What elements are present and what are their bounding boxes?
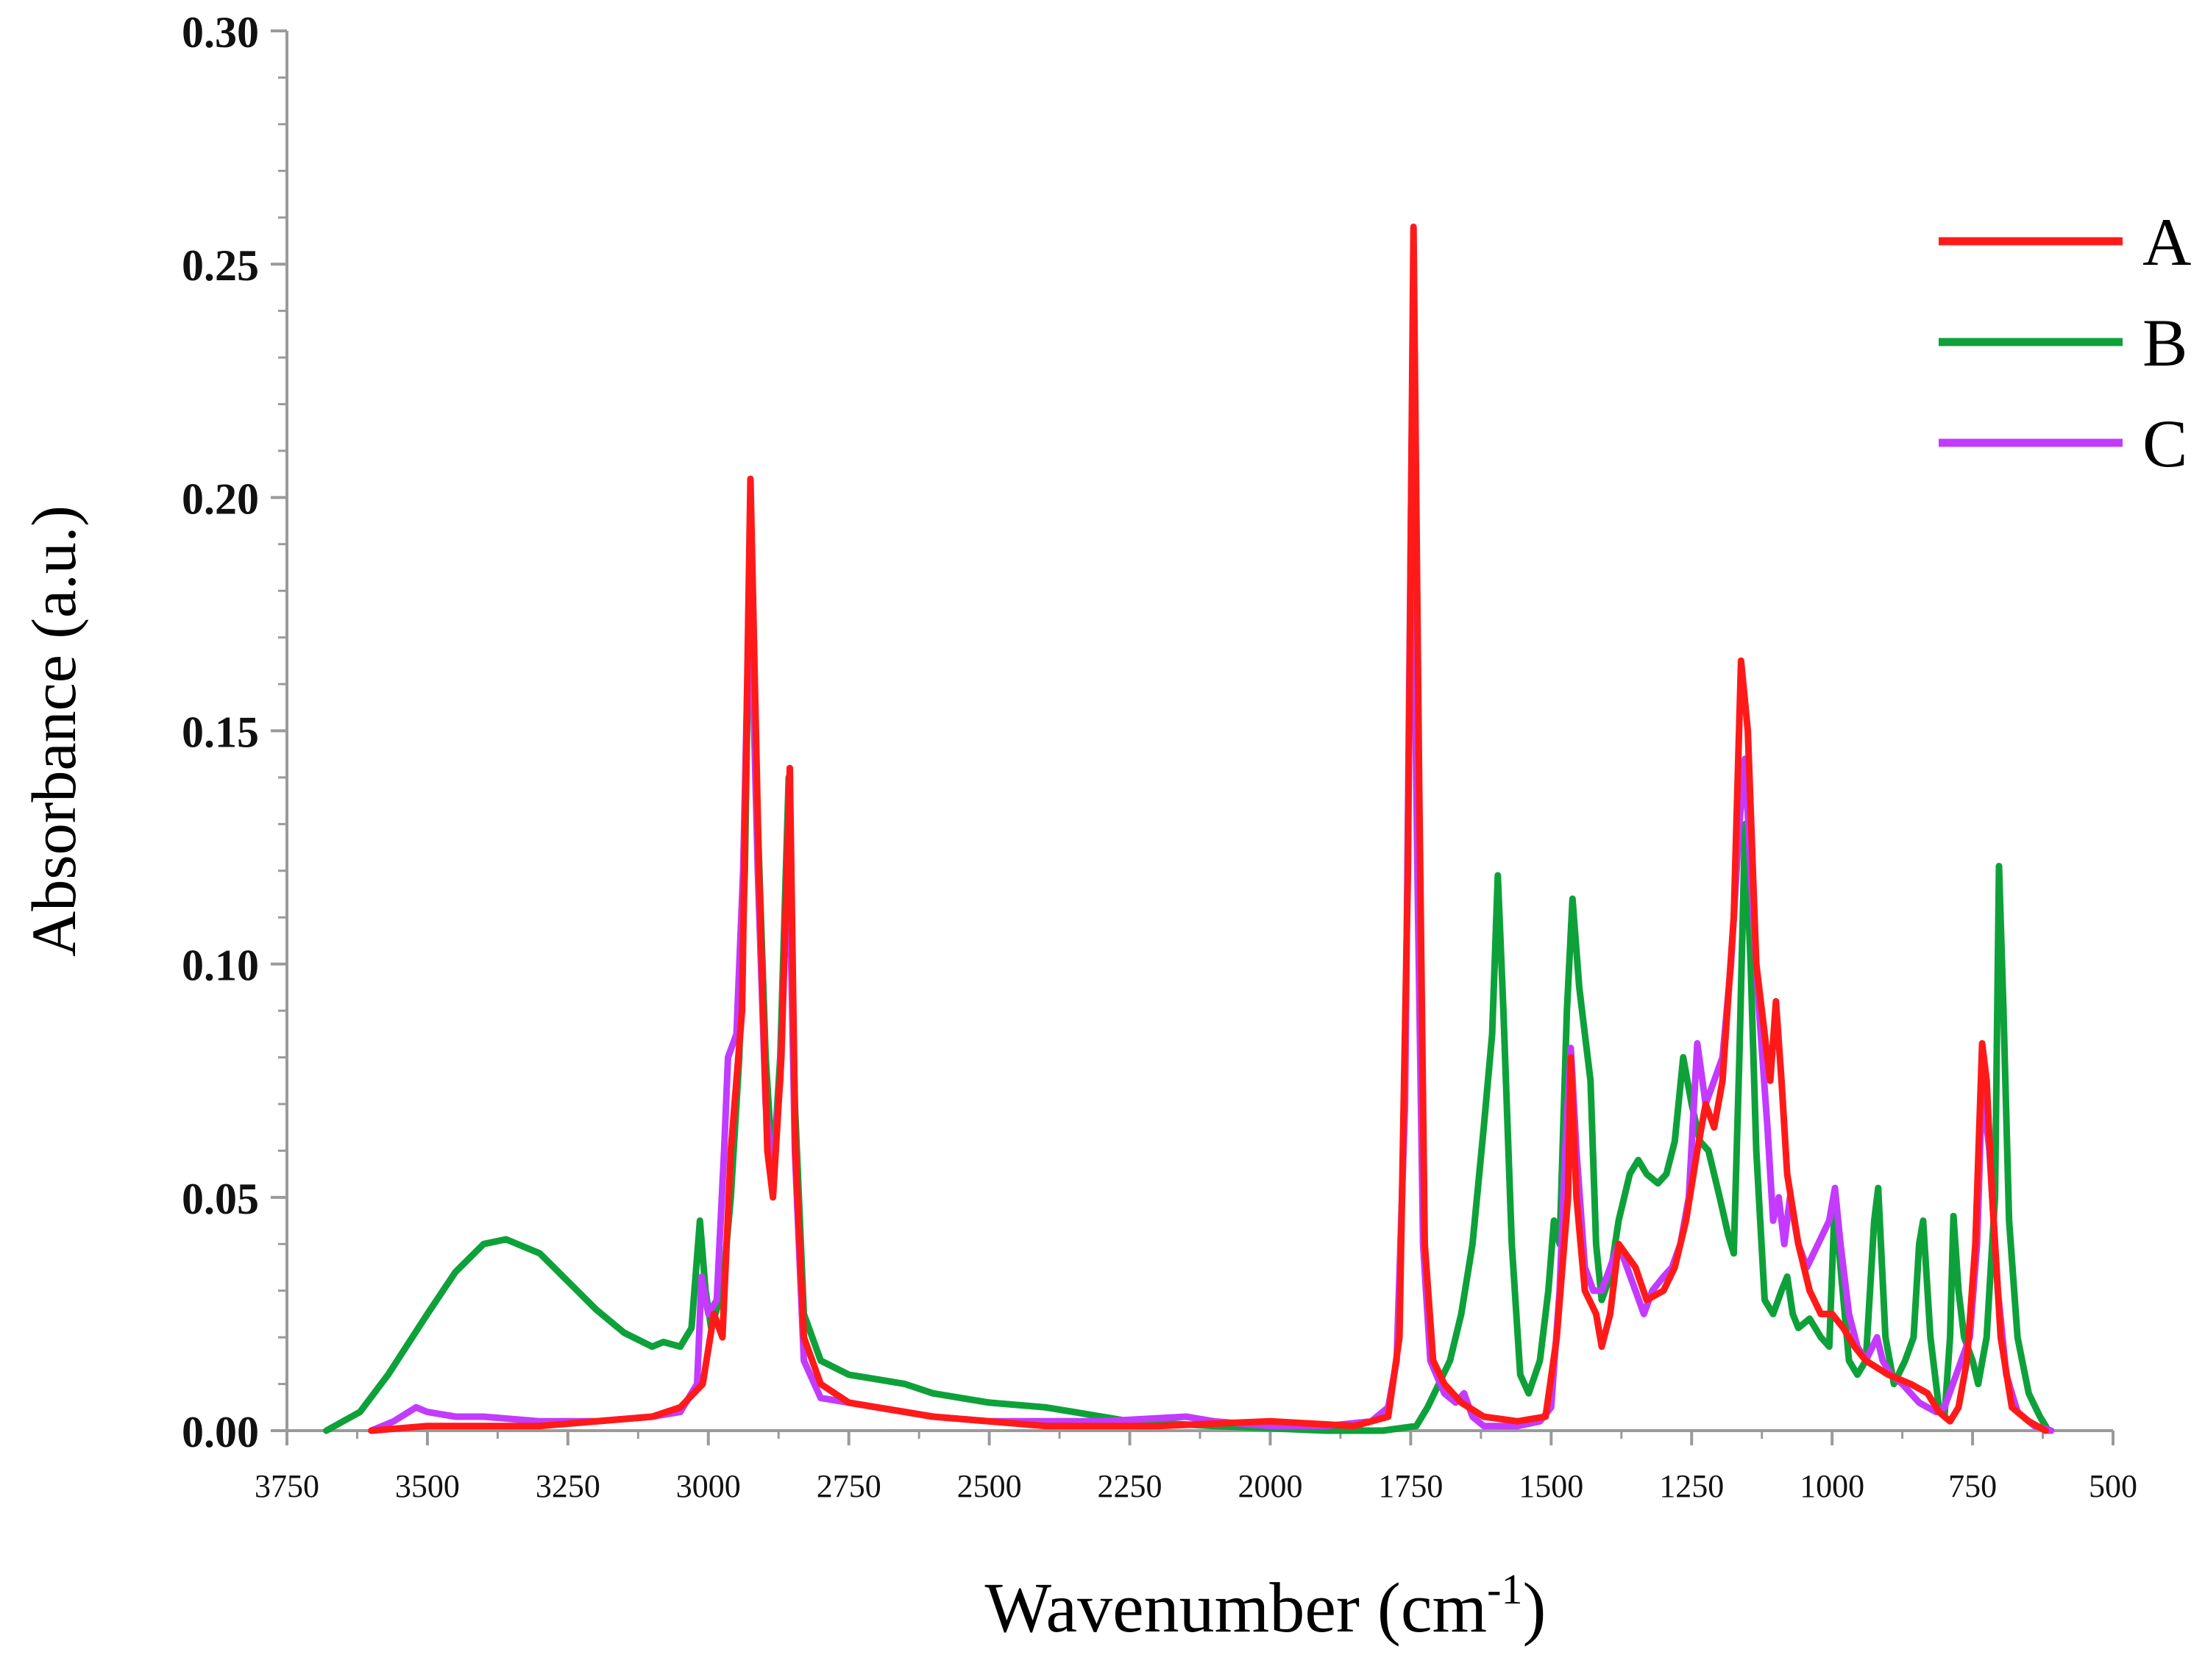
y-axis-title: Absorbance (a.u.) (18, 505, 89, 957)
legend-label-b: B (2142, 305, 2187, 380)
x-tick-label: 2000 (1238, 1468, 1302, 1504)
x-axis-title-main: Wavenumber (cm (985, 1568, 1488, 1647)
y-tick-label: 0.20 (182, 474, 259, 523)
y-tick-label: 0.05 (182, 1175, 259, 1223)
y-tick-label: 0.30 (182, 8, 259, 57)
y-tick-label: 0.10 (182, 942, 259, 990)
x-tick-label: 1250 (1659, 1468, 1724, 1504)
x-tick-label: 2250 (1098, 1468, 1162, 1504)
y-tick-label: 0.25 (182, 241, 259, 290)
x-tick-label: 3750 (255, 1468, 319, 1504)
x-tick-label: 500 (2089, 1468, 2137, 1504)
x-axis-title-sup: -1 (1487, 1565, 1522, 1613)
x-tick-label: 1750 (1378, 1468, 1443, 1504)
legend-label-a: A (2142, 204, 2191, 280)
legend: ABC (1939, 204, 2191, 481)
x-axis-title: Wavenumber (cm-1) (985, 1565, 1547, 1647)
series-group (323, 223, 2055, 1434)
x-tick-label: 2750 (817, 1468, 881, 1504)
y-tick-label: 0.00 (182, 1408, 259, 1456)
x-tick-label: 2500 (957, 1468, 1022, 1504)
x-tick-label: 3500 (395, 1468, 460, 1504)
x-tick-label: 3000 (676, 1468, 741, 1504)
series-line-a (368, 223, 2049, 1434)
x-axis-title-close: ) (1523, 1568, 1547, 1647)
y-tick-label: 0.15 (182, 708, 259, 757)
y-ticks: 0.00 0.05 0.10 0.15 0.20 0.25 0.30 (182, 8, 287, 1456)
x-ticks: 3750 3500 3250 3000 2750 2500 2250 2000 1750 1500… (255, 1431, 2137, 1504)
x-tick-label: 1000 (1800, 1468, 1864, 1504)
x-tick-label: 1500 (1519, 1468, 1583, 1504)
x-tick-label: 3250 (536, 1468, 600, 1504)
x-tick-label: 750 (1948, 1468, 1997, 1504)
legend-label-c: C (2142, 406, 2187, 481)
